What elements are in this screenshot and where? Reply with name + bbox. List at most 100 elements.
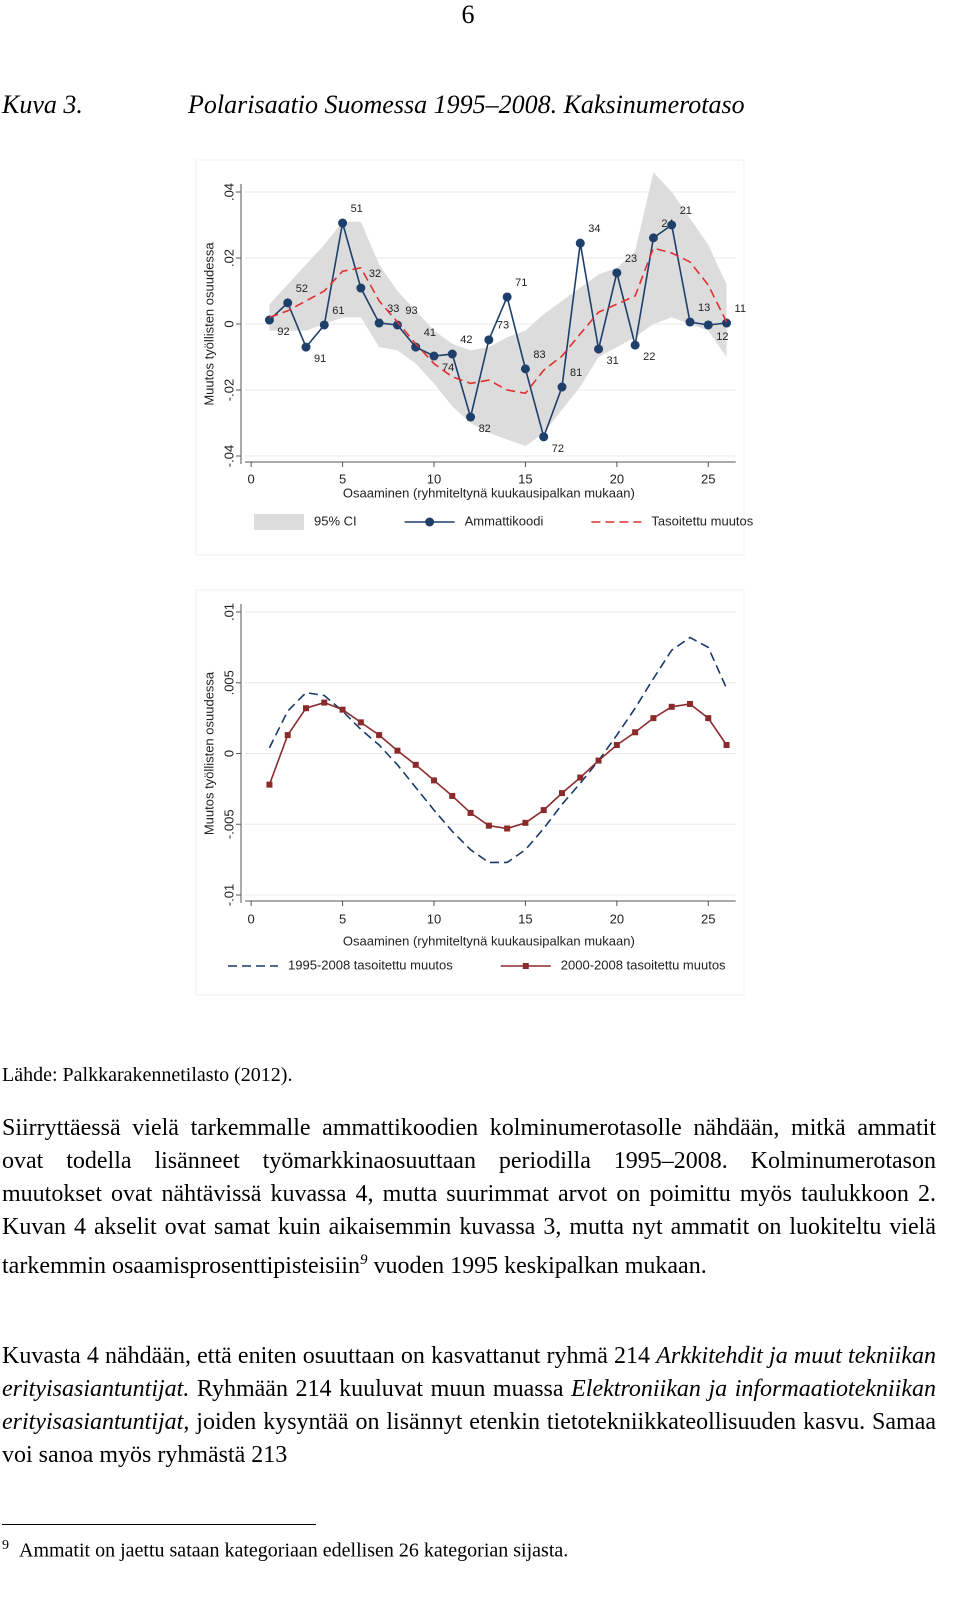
marker: [485, 822, 492, 829]
y-tick-label: .01: [221, 603, 236, 621]
y-tick-label: 0: [221, 320, 236, 327]
legend-label: Ammattikoodi: [465, 513, 544, 528]
point-label: 92: [277, 326, 289, 338]
ci-band: [269, 172, 727, 447]
marker: [522, 819, 529, 826]
marker: [447, 349, 457, 359]
x-axis-label: Osaaminen (ryhmiteltynä kuukausipalkan m…: [343, 485, 635, 500]
point-label: 12: [716, 331, 728, 343]
marker: [283, 298, 293, 308]
marker: [301, 342, 311, 352]
marker: [650, 715, 657, 722]
point-label: 41: [424, 327, 436, 339]
point-label: 74: [442, 362, 454, 374]
marker: [520, 364, 530, 374]
marker: [392, 320, 402, 330]
marker: [430, 777, 437, 784]
point-label: 91: [314, 353, 326, 365]
footnote: 9 Ammatit on jaettu sataan kategoriaan e…: [2, 1538, 568, 1563]
marker: [723, 742, 730, 749]
text-italic: Arkkitehdit ja muut tekniikan erityisasi…: [2, 1343, 936, 1402]
x-tick-label: 20: [610, 471, 624, 486]
marker: [412, 761, 419, 768]
marker: [686, 700, 693, 707]
marker: [302, 705, 309, 712]
series-line: [269, 247, 728, 395]
point-label: 13: [698, 302, 710, 314]
text: , joiden kysyntää on lisännyt etenkin ti…: [2, 1409, 936, 1468]
text: Kuvasta 4 nähdään, että eniten osuuttaan…: [2, 1343, 657, 1369]
paragraph: Siirryttäessä vielä tarkemmalle ammattik…: [2, 1112, 936, 1283]
y-tick-label: .02: [221, 249, 236, 267]
text: Siirryttäessä vielä tarkemmalle ammattik…: [2, 1115, 936, 1279]
y-axis-label: Muutos työllisten osuudessa: [201, 242, 216, 406]
point-label: 82: [479, 423, 491, 435]
marker: [484, 335, 494, 345]
point-label: 23: [625, 253, 637, 265]
marker: [632, 729, 639, 736]
marker: [630, 340, 640, 350]
figure-title: Polarisaatio Suomessa 1995–2008. Kaksinu…: [188, 90, 745, 119]
footnote-text: Ammatit on jaettu sataan kategoriaan ede…: [19, 1539, 569, 1562]
x-tick-label: 10: [427, 471, 441, 486]
marker: [504, 825, 511, 832]
point-label: 73: [497, 320, 509, 332]
point-label: 81: [570, 367, 582, 379]
y-tick-label: -.02: [221, 379, 236, 401]
point-label: 32: [369, 268, 381, 280]
marker: [577, 774, 584, 781]
marker: [449, 792, 456, 799]
legend-swatch: [254, 514, 304, 530]
series-line: [268, 636, 728, 864]
marker: [575, 238, 585, 248]
x-tick-label: 0: [248, 471, 255, 486]
x-tick-label: 5: [339, 911, 346, 926]
marker: [411, 342, 421, 352]
legend-label: Tasoitettu muutos: [651, 513, 753, 528]
marker: [319, 320, 329, 330]
x-tick-label: 20: [610, 911, 624, 926]
marker: [321, 699, 328, 706]
marker: [466, 412, 476, 422]
point-label: 93: [405, 305, 417, 317]
point-label: 51: [351, 203, 363, 215]
x-tick-label: 0: [248, 911, 255, 926]
y-tick-label: -.04: [221, 445, 236, 467]
marker: [595, 757, 602, 764]
marker: [266, 781, 273, 788]
legend-marker: [522, 963, 529, 969]
marker: [557, 382, 567, 392]
y-tick-label: 0: [221, 750, 236, 757]
marker: [558, 790, 565, 797]
point-label: 71: [515, 277, 527, 289]
figure-label: Kuva 3.: [2, 90, 83, 119]
marker: [338, 218, 348, 228]
marker: [539, 432, 549, 442]
point-label: 72: [552, 443, 564, 455]
marker: [667, 220, 677, 230]
series-line: [268, 701, 728, 830]
marker: [264, 315, 274, 325]
marker: [594, 344, 604, 354]
marker: [357, 719, 364, 726]
point-label: 83: [533, 349, 545, 361]
marker: [429, 351, 439, 361]
text-italic: Elektroniikan ja informaatiotekniikan er…: [2, 1376, 937, 1435]
point-label: 61: [332, 305, 344, 317]
y-tick-label: .04: [221, 183, 236, 201]
legend-marker: [425, 517, 435, 527]
legend-label: 95% CI: [314, 513, 357, 528]
footnote-ref: 9: [359, 1252, 368, 1268]
marker: [374, 318, 384, 328]
marker: [376, 732, 383, 739]
point-label: 52: [296, 283, 308, 295]
marker: [612, 268, 622, 278]
legend-label: 1995-2008 tasoitettu muutos: [288, 957, 453, 972]
point-label: 21: [680, 205, 692, 217]
marker: [339, 706, 346, 713]
marker: [284, 732, 291, 739]
x-tick-label: 15: [518, 911, 532, 926]
point-label: 22: [643, 351, 655, 363]
paragraph: Kuvasta 4 nähdään, että eniten osuuttaan…: [2, 1340, 936, 1472]
point-label: 11: [735, 303, 746, 315]
